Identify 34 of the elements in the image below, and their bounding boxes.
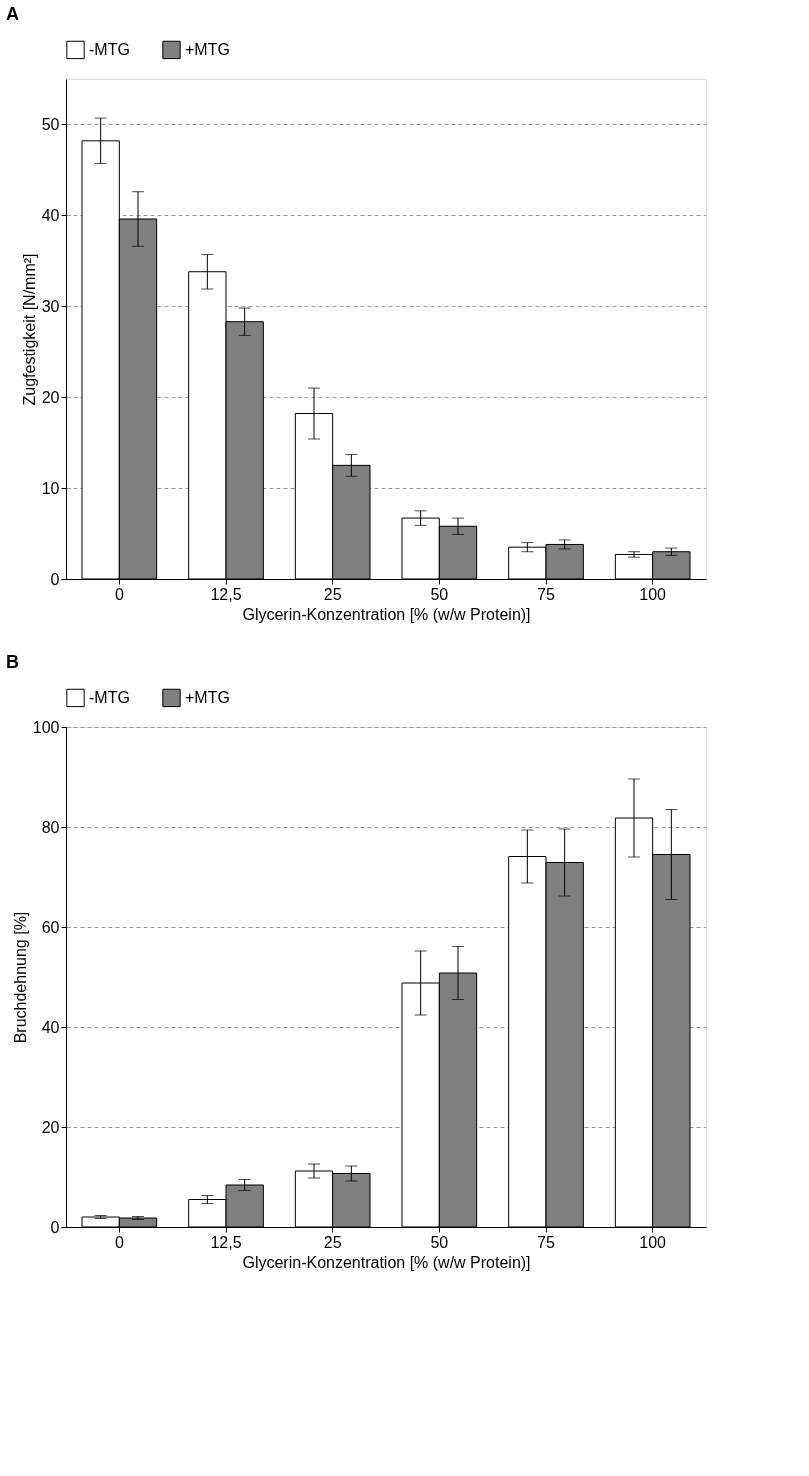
x-tick-label: 75 xyxy=(537,585,555,603)
y-tick-label: 10 xyxy=(41,479,60,497)
y-tick-label: 60 xyxy=(41,918,60,936)
y-axis-title: Bruchdehnung [%] xyxy=(11,911,29,1044)
legend-label: -MTG xyxy=(89,688,130,706)
y-axis-title: Zugfestigkeit [N/mm²] xyxy=(20,253,38,406)
x-tick-label: 0 xyxy=(114,585,124,603)
y-tick-label: 20 xyxy=(41,1118,60,1136)
y-tick-label: 0 xyxy=(50,1218,60,1236)
y-tick-label: 50 xyxy=(41,115,60,133)
x-tick-label: 25 xyxy=(323,1233,342,1251)
legend-label: +MTG xyxy=(185,40,230,58)
chart-title: A xyxy=(6,4,19,24)
y-tick-label: 0 xyxy=(50,570,60,588)
y-tick-label: 40 xyxy=(41,206,60,224)
y-tick-label: 20 xyxy=(41,388,60,406)
x-tick-label: 100 xyxy=(639,1233,667,1251)
legend-label: -MTG xyxy=(89,40,130,58)
x-tick-label: 12,5 xyxy=(210,1233,242,1251)
y-tick-label: 30 xyxy=(41,297,60,315)
x-tick-label: 12,5 xyxy=(210,585,242,603)
y-tick-label: 40 xyxy=(41,1018,60,1036)
chart-title: B xyxy=(6,652,19,672)
x-tick-label: 50 xyxy=(430,1233,449,1251)
y-tick-label: 80 xyxy=(41,818,60,836)
x-tick-label: 75 xyxy=(537,1233,555,1251)
x-tick-label: 25 xyxy=(323,585,342,603)
x-tick-label: 50 xyxy=(430,585,449,603)
x-tick-label: 0 xyxy=(114,1233,124,1251)
x-axis-title: Glycerin-Konzentration [% (w/w Protein)] xyxy=(242,1253,531,1271)
y-tick-label: 100 xyxy=(32,718,60,736)
x-axis-title: Glycerin-Konzentration [% (w/w Protein)] xyxy=(242,605,531,623)
legend-label: +MTG xyxy=(185,688,230,706)
x-tick-label: 100 xyxy=(639,585,667,603)
